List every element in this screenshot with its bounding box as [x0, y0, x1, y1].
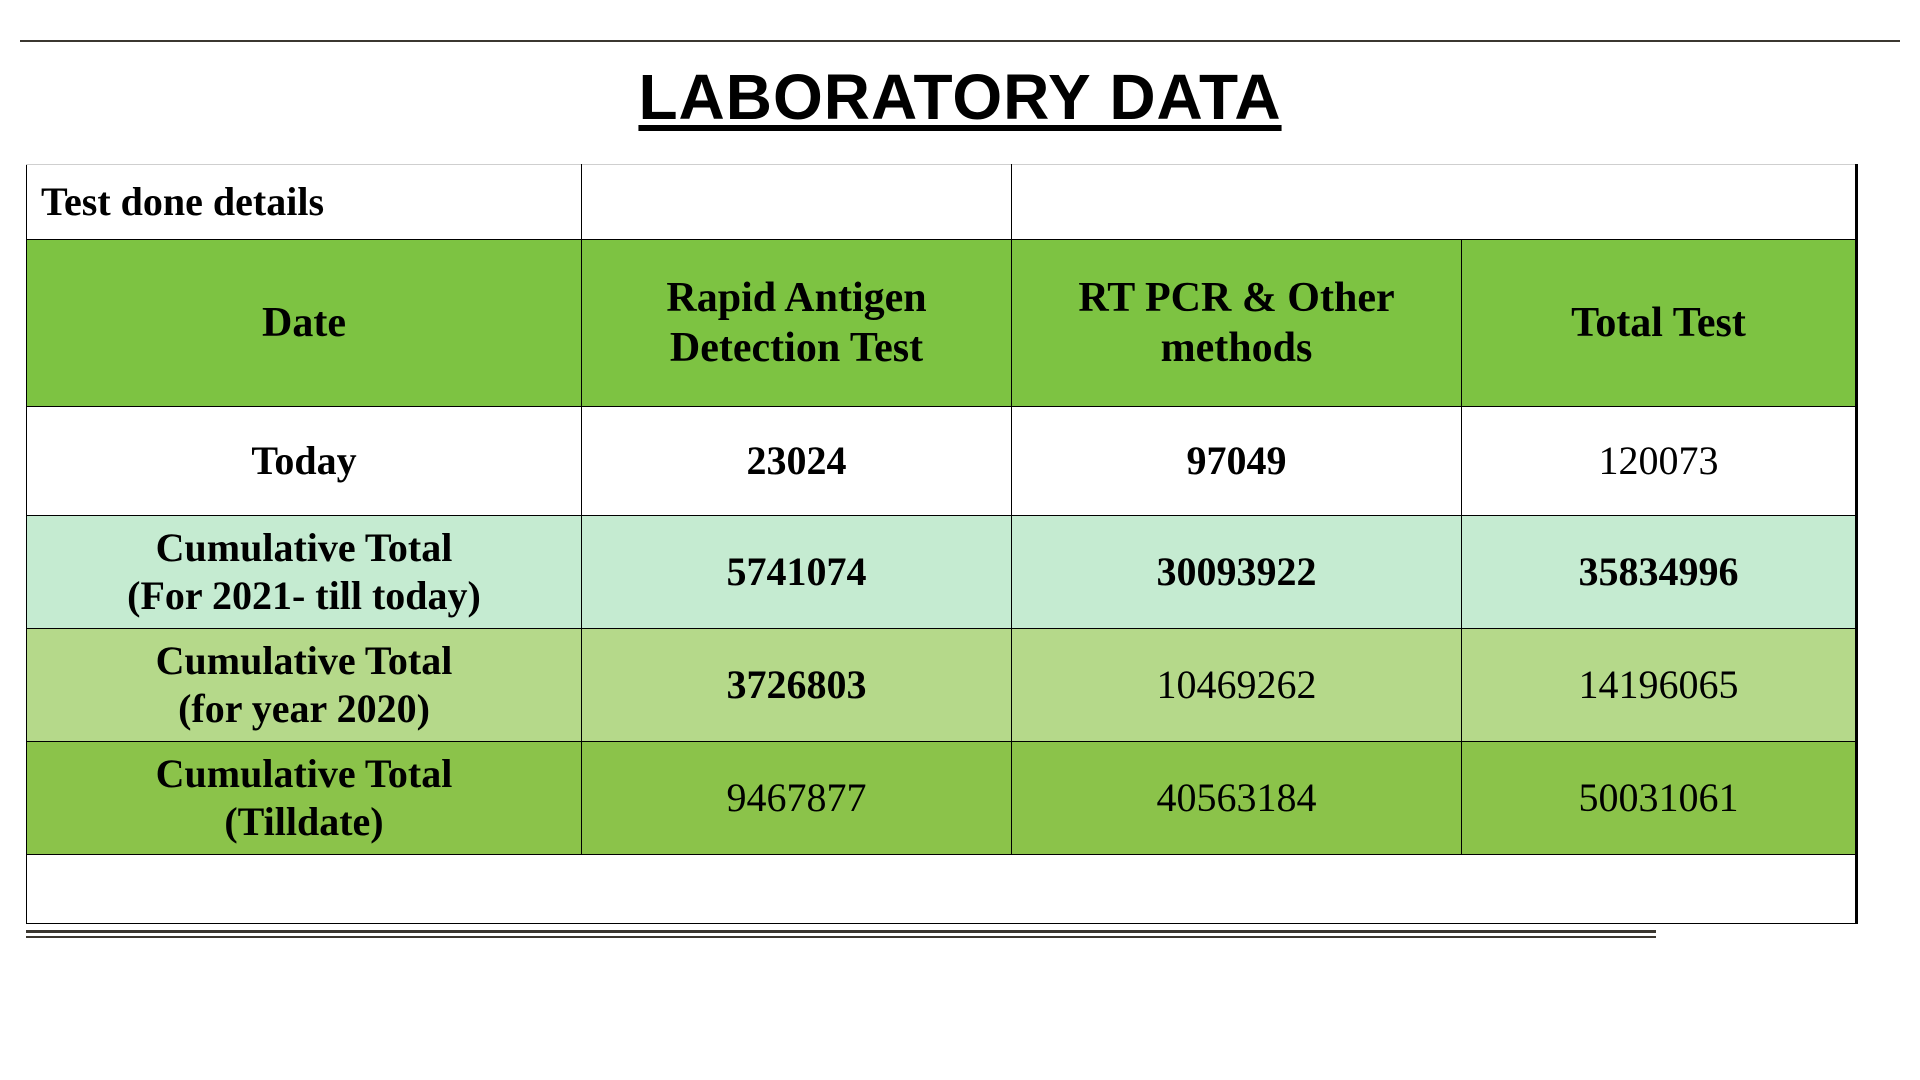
page-container: LABORATORY DATA Test done details Date R…	[0, 0, 1920, 938]
cell-value: 50031061	[1462, 742, 1857, 855]
table-row: Cumulative Total(Tilldate)94678774056318…	[27, 742, 1857, 855]
table-caption-row: Test done details	[27, 165, 1857, 240]
cell-value: 9467877	[582, 742, 1012, 855]
row-label: Cumulative Total(For 2021- till today)	[27, 516, 582, 629]
cell-value: 35834996	[1462, 516, 1857, 629]
row-label: Cumulative Total(for year 2020)	[27, 629, 582, 742]
cell-value: 23024	[582, 407, 1012, 516]
row-label: Cumulative Total(Tilldate)	[27, 742, 582, 855]
cell-value: 5741074	[582, 516, 1012, 629]
cell-value: 14196065	[1462, 629, 1857, 742]
cell-value: 120073	[1462, 407, 1857, 516]
laboratory-data-table: Test done details Date Rapid Antigen Det…	[26, 164, 1858, 924]
table-row: Today2302497049120073	[27, 407, 1857, 516]
cell-value: 10469262	[1012, 629, 1462, 742]
caption-blank-cell	[582, 165, 1012, 240]
col-header-date: Date	[27, 240, 582, 407]
bottom-double-rule	[26, 930, 1656, 938]
caption-blank-cell	[1012, 165, 1857, 240]
col-header-rapid-antigen: Rapid Antigen Detection Test	[582, 240, 1012, 407]
cell-value: 97049	[1012, 407, 1462, 516]
table-row: Cumulative Total(For 2021- till today)57…	[27, 516, 1857, 629]
table-row: Cumulative Total(for year 2020)372680310…	[27, 629, 1857, 742]
table-footer-blank-row	[27, 855, 1857, 924]
cell-value: 3726803	[582, 629, 1012, 742]
col-header-total: Total Test	[1462, 240, 1857, 407]
page-title: LABORATORY DATA	[20, 60, 1900, 134]
cell-value: 40563184	[1012, 742, 1462, 855]
row-label: Today	[27, 407, 582, 516]
top-divider	[20, 40, 1900, 42]
cell-value: 30093922	[1012, 516, 1462, 629]
table-header-row: Date Rapid Antigen Detection Test RT PCR…	[27, 240, 1857, 407]
col-header-rtpcr: RT PCR & Other methods	[1012, 240, 1462, 407]
table-caption: Test done details	[27, 165, 582, 240]
